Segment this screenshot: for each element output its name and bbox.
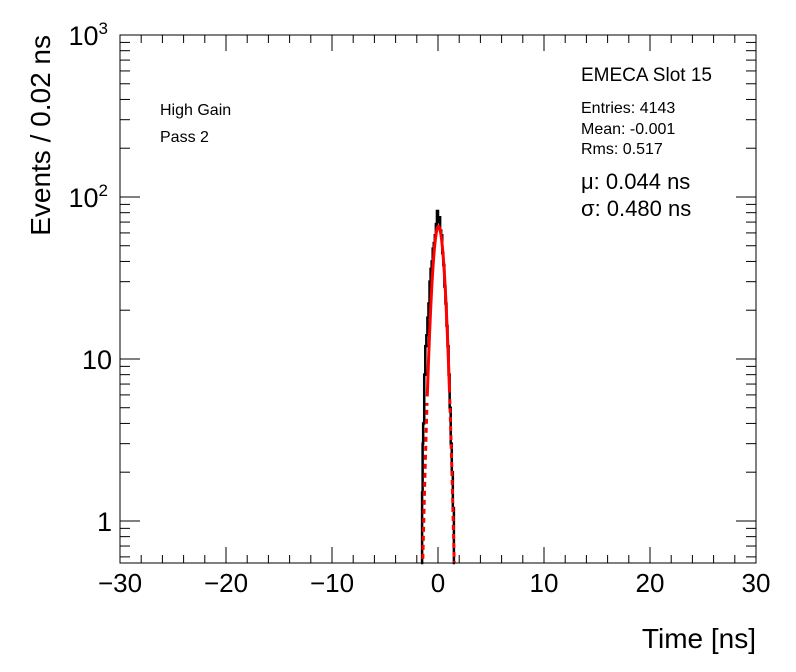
x-tick-label: −20 xyxy=(204,568,248,598)
x-axis: −30 −20 −10 0 10 20 30 xyxy=(98,35,771,598)
y-tick-label: 103 xyxy=(68,19,108,51)
stats-mean: Mean: -0.001 xyxy=(581,121,675,138)
y-axis-label: Events / 0.02 ns xyxy=(25,35,56,236)
fit-curve-tail-right xyxy=(448,398,456,563)
gain-label: High Gain xyxy=(160,102,231,119)
fit-sigma-label: σ: 0.480 ns xyxy=(581,196,691,221)
fit-mu-label: μ: 0.044 ns xyxy=(581,169,690,194)
x-tick-label: 30 xyxy=(742,568,771,598)
y-axis: 1 10 102 103 xyxy=(68,19,756,558)
x-tick-label: −30 xyxy=(98,568,142,598)
y-tick-label: 10 xyxy=(82,345,112,375)
stats-rms: Rms: 0.517 xyxy=(581,141,663,158)
stats-entries: Entries: 4143 xyxy=(581,100,675,117)
pass-label: Pass 2 xyxy=(160,129,209,146)
plot-title-label: EMECA Slot 15 xyxy=(581,65,712,86)
fit-curve-tail-left xyxy=(421,402,429,559)
x-tick-label: 20 xyxy=(636,568,665,598)
fit-layer xyxy=(421,224,456,563)
x-tick-label: 10 xyxy=(530,568,559,598)
y-tick-label: 102 xyxy=(68,181,108,213)
x-tick-label: −10 xyxy=(310,568,354,598)
fit-curve xyxy=(425,224,452,397)
x-axis-label: Time [ns] xyxy=(642,623,756,654)
y-tick-label: 1 xyxy=(97,507,112,537)
x-tick-label: 0 xyxy=(431,568,445,598)
